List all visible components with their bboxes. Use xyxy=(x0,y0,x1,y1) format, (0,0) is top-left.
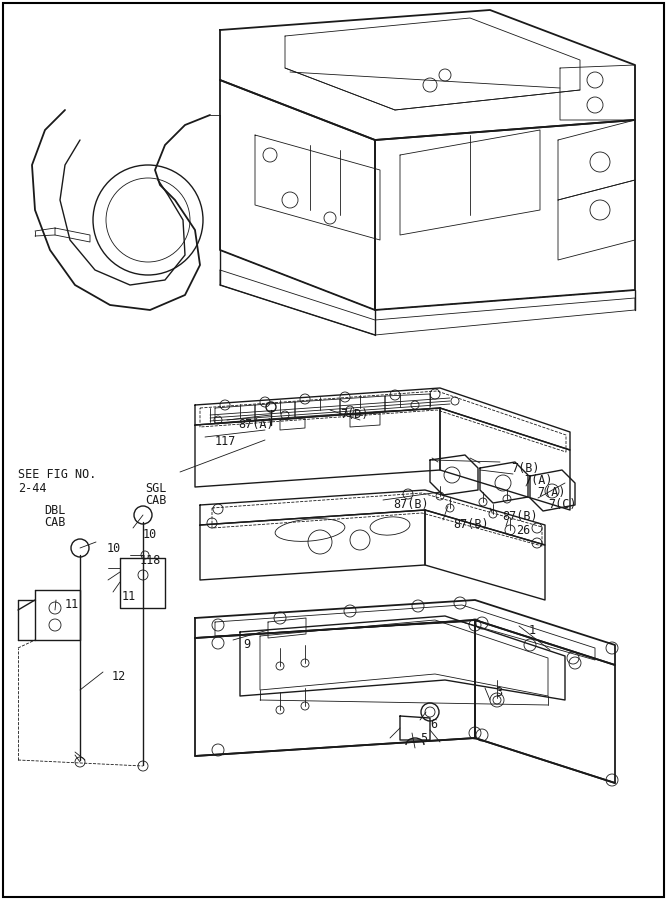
Text: 117: 117 xyxy=(215,435,236,448)
Text: 12: 12 xyxy=(112,670,126,683)
Text: 7(D): 7(D) xyxy=(340,408,368,421)
Text: 11: 11 xyxy=(122,590,136,603)
Text: 118: 118 xyxy=(140,554,161,567)
Text: 11: 11 xyxy=(65,598,79,611)
Text: 7(A): 7(A) xyxy=(524,474,552,487)
Text: 87(B): 87(B) xyxy=(453,518,489,531)
Text: 5: 5 xyxy=(420,732,427,745)
Text: 87(B): 87(B) xyxy=(502,510,538,523)
Text: 3: 3 xyxy=(495,686,502,699)
Text: CAB: CAB xyxy=(145,494,166,507)
Text: DBL: DBL xyxy=(44,504,65,517)
Text: 1: 1 xyxy=(529,624,536,637)
Text: SEE FIG NO.: SEE FIG NO. xyxy=(18,468,96,481)
Text: 7(C): 7(C) xyxy=(548,498,576,511)
Text: 6: 6 xyxy=(430,718,437,731)
Text: 10: 10 xyxy=(143,528,157,541)
Text: 7(B): 7(B) xyxy=(511,462,540,475)
Text: 87(A): 87(A) xyxy=(238,418,273,431)
Text: 9: 9 xyxy=(243,638,250,651)
Text: CAB: CAB xyxy=(44,516,65,529)
Text: SGL: SGL xyxy=(145,482,166,495)
Text: 26: 26 xyxy=(516,524,530,537)
Text: 7(A): 7(A) xyxy=(537,486,566,499)
Text: 2-44: 2-44 xyxy=(18,482,47,495)
Text: 10: 10 xyxy=(107,542,121,555)
Text: 87(B): 87(B) xyxy=(393,498,429,511)
